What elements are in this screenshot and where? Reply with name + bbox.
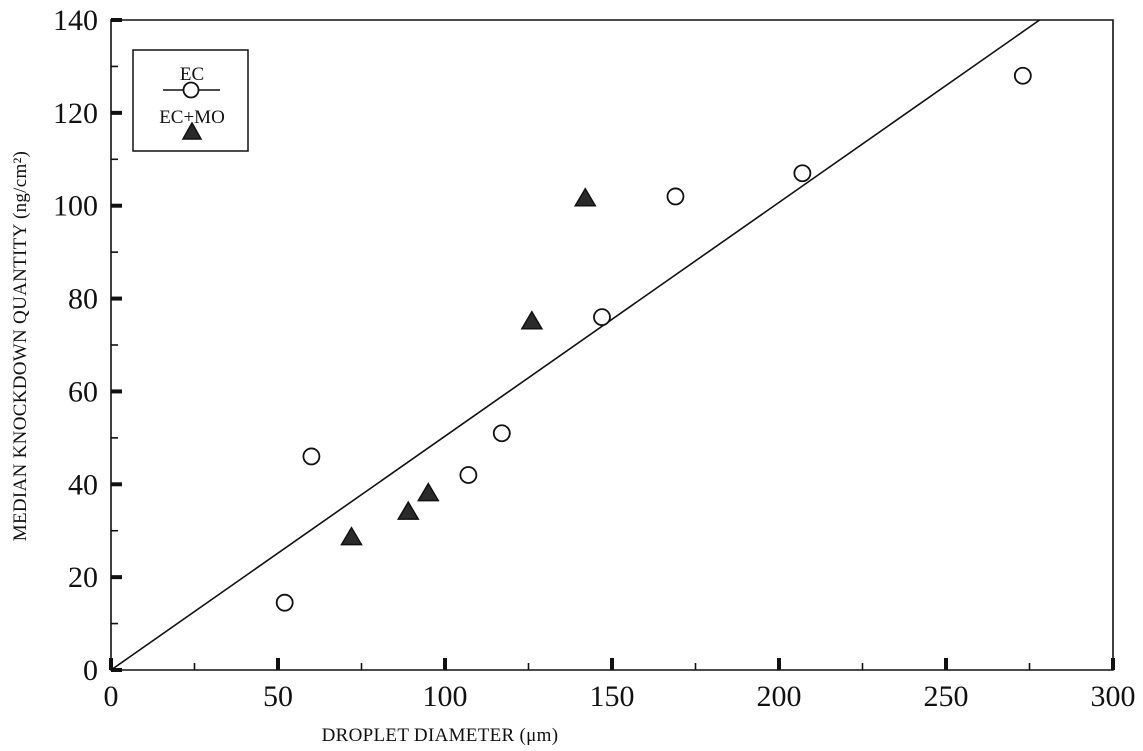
point-ec: [593, 308, 611, 327]
point-ec-mo: [416, 482, 440, 502]
x-axis: 0 50 100 150 200 250 300: [104, 658, 1136, 713]
plot-frame: [110, 19, 1114, 671]
y-tick-label: 40: [68, 468, 98, 501]
x-tick-label: 300: [1091, 680, 1136, 713]
point-ec: [302, 447, 321, 466]
fit-line: [110, 19, 1041, 671]
legend-label-ec-mo: EC+MO: [159, 107, 225, 128]
y-tick-label: 0: [83, 654, 98, 687]
legend-marker-ec: [182, 81, 200, 99]
point-ec-mo: [396, 500, 420, 520]
point-ec: [1013, 66, 1032, 85]
x-axis-label: DROPLET DIAMETER (μm): [322, 725, 559, 746]
point-ec: [275, 593, 294, 612]
point-ec: [459, 466, 478, 484]
y-tick-label: 60: [68, 375, 98, 408]
y-tick-label: 120: [53, 97, 98, 130]
x-tick-label: 50: [263, 680, 293, 713]
x-tick-label: 100: [423, 680, 468, 713]
y-axis-label: MEDIAN KNOCKDOWN QUANTITY (ng/cm²): [10, 151, 31, 541]
point-ec-mo: [520, 310, 544, 330]
x-tick-label: 150: [590, 680, 635, 713]
y-axis: 0 20 40 60 80 100 120 140: [53, 4, 122, 687]
data-points: [275, 66, 1032, 612]
regression-line: [110, 19, 1041, 671]
legend-box: [132, 49, 249, 152]
legend: EC EC+MO: [132, 49, 249, 152]
x-tick-label: 200: [757, 680, 802, 713]
legend-marker-ec-mo: [181, 121, 203, 140]
x-tick-label: 250: [924, 680, 969, 713]
legend-label-ec: EC: [180, 64, 204, 85]
plot-border: [110, 19, 1114, 671]
point-ec-mo: [340, 526, 363, 546]
y-tick-label: 20: [68, 561, 98, 594]
x-tick-label: 0: [104, 680, 119, 713]
y-tick-label: 140: [53, 4, 98, 37]
point-ec-mo: [573, 187, 597, 207]
point-ec: [492, 424, 511, 443]
point-ec: [793, 164, 812, 183]
point-ec: [666, 187, 685, 206]
y-tick-label: 100: [53, 190, 98, 223]
y-tick-label: 80: [68, 283, 98, 316]
